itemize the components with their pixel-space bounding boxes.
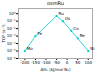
svg-text:-200: -200 [20, 60, 30, 65]
svg-text:10⁻²: 10⁻² [7, 26, 16, 31]
svg-text:osmRu: osmRu [47, 0, 64, 6]
svg-text:Os: Os [65, 16, 70, 21]
svg-text:100: 100 [84, 60, 92, 65]
svg-text:10⁻⁶: 10⁻⁶ [7, 56, 16, 61]
svg-text:Ru: Ru [59, 11, 65, 16]
svg-text:0: 0 [66, 60, 69, 65]
svg-text:ΔHₙ (kJ/mol N₂): ΔHₙ (kJ/mol N₂) [41, 67, 71, 72]
svg-text:Fe: Fe [37, 31, 42, 36]
svg-text:10⁻¹: 10⁻¹ [7, 18, 16, 23]
svg-text:Mo: Mo [27, 46, 33, 51]
svg-text:-150: -150 [31, 60, 41, 65]
svg-text:10⁻⁵: 10⁻⁵ [7, 48, 16, 53]
svg-text:-100: -100 [41, 60, 51, 65]
svg-text:Re: Re [80, 33, 86, 38]
svg-text:50: 50 [75, 60, 81, 65]
svg-text:-50: -50 [53, 60, 60, 65]
svg-text:TOF (s⁻¹): TOF (s⁻¹) [1, 24, 6, 44]
svg-text:10⁰: 10⁰ [9, 11, 16, 16]
svg-text:Ni: Ni [90, 46, 94, 51]
svg-text:10⁻³: 10⁻³ [7, 33, 16, 38]
svg-text:10⁻⁴: 10⁻⁴ [7, 41, 16, 46]
svg-text:Co: Co [73, 26, 79, 31]
